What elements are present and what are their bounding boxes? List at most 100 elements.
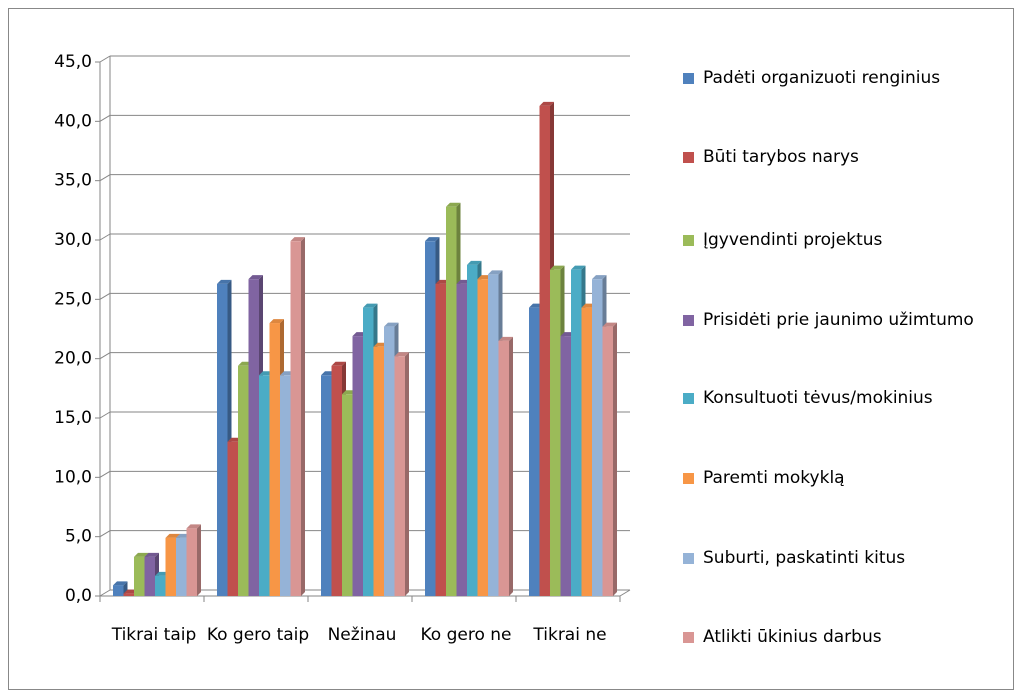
x-tick-label: Nežinau xyxy=(327,625,397,645)
bar-top xyxy=(217,279,232,284)
bar xyxy=(592,279,603,596)
bar-top xyxy=(498,336,513,341)
legend-label: Suburti, paskatinti kitus xyxy=(703,548,906,568)
legend-label: Būti tarybos narys xyxy=(703,147,859,167)
y-tick-label: 30,0 xyxy=(54,230,92,250)
bar xyxy=(446,206,457,597)
bar-side xyxy=(197,524,201,596)
bar-top xyxy=(186,524,201,529)
bar xyxy=(259,375,270,596)
grid-side xyxy=(99,174,111,182)
grid-side xyxy=(99,292,111,300)
bar xyxy=(227,441,238,596)
bar xyxy=(186,528,197,596)
bar xyxy=(113,585,124,596)
bar xyxy=(280,375,291,596)
y-tick-label: 20,0 xyxy=(54,349,92,369)
bar xyxy=(602,326,613,596)
bar xyxy=(342,394,353,596)
bar xyxy=(560,336,571,596)
bar xyxy=(352,336,363,596)
legend-swatch xyxy=(683,632,694,643)
legend-swatch xyxy=(683,315,694,326)
grid-side xyxy=(99,352,111,360)
x-tick-label: Tikrai taip xyxy=(111,625,197,645)
bar-top xyxy=(394,352,409,357)
bar-top xyxy=(488,270,503,275)
bar-side xyxy=(613,322,617,596)
legend-swatch xyxy=(683,73,694,84)
y-tick-label: 25,0 xyxy=(54,289,92,309)
bar-top xyxy=(269,319,284,324)
bar xyxy=(176,537,187,596)
bar xyxy=(238,365,249,596)
bar xyxy=(581,307,592,596)
bar-top xyxy=(550,265,565,270)
bar xyxy=(435,283,446,596)
bar-top xyxy=(446,202,461,207)
grid-side xyxy=(99,411,111,419)
chart-border xyxy=(8,8,1014,690)
bar xyxy=(123,593,134,596)
y-tick-label: 35,0 xyxy=(54,171,92,191)
x-tick-label: Tikrai ne xyxy=(533,625,607,645)
bar-top xyxy=(363,303,378,308)
bar-top xyxy=(384,322,399,327)
bar xyxy=(331,365,342,596)
x-axis-side xyxy=(619,589,631,597)
bar xyxy=(571,269,582,596)
bar xyxy=(529,307,540,596)
bar xyxy=(269,323,280,596)
bar-top xyxy=(571,265,586,270)
y-tick-label: 10,0 xyxy=(54,467,92,487)
bar xyxy=(144,556,155,596)
bar-side xyxy=(509,336,513,596)
bar-top xyxy=(331,361,346,366)
bar-top xyxy=(425,237,440,242)
bar xyxy=(290,241,301,597)
bar-top xyxy=(144,552,159,557)
legend-swatch xyxy=(683,235,694,246)
bar-side xyxy=(301,237,305,597)
bar-top xyxy=(602,322,617,327)
bar xyxy=(373,346,384,596)
legend-swatch xyxy=(683,393,694,404)
y-tick-label: 0,0 xyxy=(65,586,92,606)
bar xyxy=(394,356,405,596)
legend-label: Konsultuoti tėvus/mokinius xyxy=(703,388,933,408)
bar xyxy=(321,375,332,596)
bar-top xyxy=(467,260,482,265)
grid-side xyxy=(99,470,111,478)
bar xyxy=(384,326,395,596)
bar-top xyxy=(113,581,128,586)
x-tick-label: Ko gero ne xyxy=(420,625,512,645)
x-tick-label: Ko gero taip xyxy=(206,625,310,645)
legend-label: Prisidėti prie jaunimo užimtumo xyxy=(703,310,974,330)
bar-top xyxy=(539,101,554,106)
bar xyxy=(477,279,488,596)
bar xyxy=(165,537,176,596)
y-tick-label: 15,0 xyxy=(54,408,92,428)
bar-top xyxy=(165,533,180,538)
bar xyxy=(550,269,561,596)
legend-swatch xyxy=(683,553,694,564)
legend-swatch xyxy=(683,473,694,484)
bar xyxy=(467,264,478,596)
grid-side xyxy=(99,589,111,597)
bar-top xyxy=(134,552,149,557)
bar xyxy=(425,241,436,597)
bar xyxy=(363,307,374,596)
y-tick-label: 40,0 xyxy=(54,111,92,131)
bar-top xyxy=(290,237,305,242)
y-tick-label: 45,0 xyxy=(54,52,92,72)
bar-side xyxy=(405,352,409,596)
grid-side xyxy=(99,114,111,122)
legend-label: Atlikti ūkinius darbus xyxy=(703,627,882,647)
legend-label: Įgyvendinti projektus xyxy=(703,230,883,250)
bar-top xyxy=(248,275,263,280)
bar xyxy=(488,274,499,596)
bar xyxy=(539,105,550,596)
bar xyxy=(217,283,228,596)
